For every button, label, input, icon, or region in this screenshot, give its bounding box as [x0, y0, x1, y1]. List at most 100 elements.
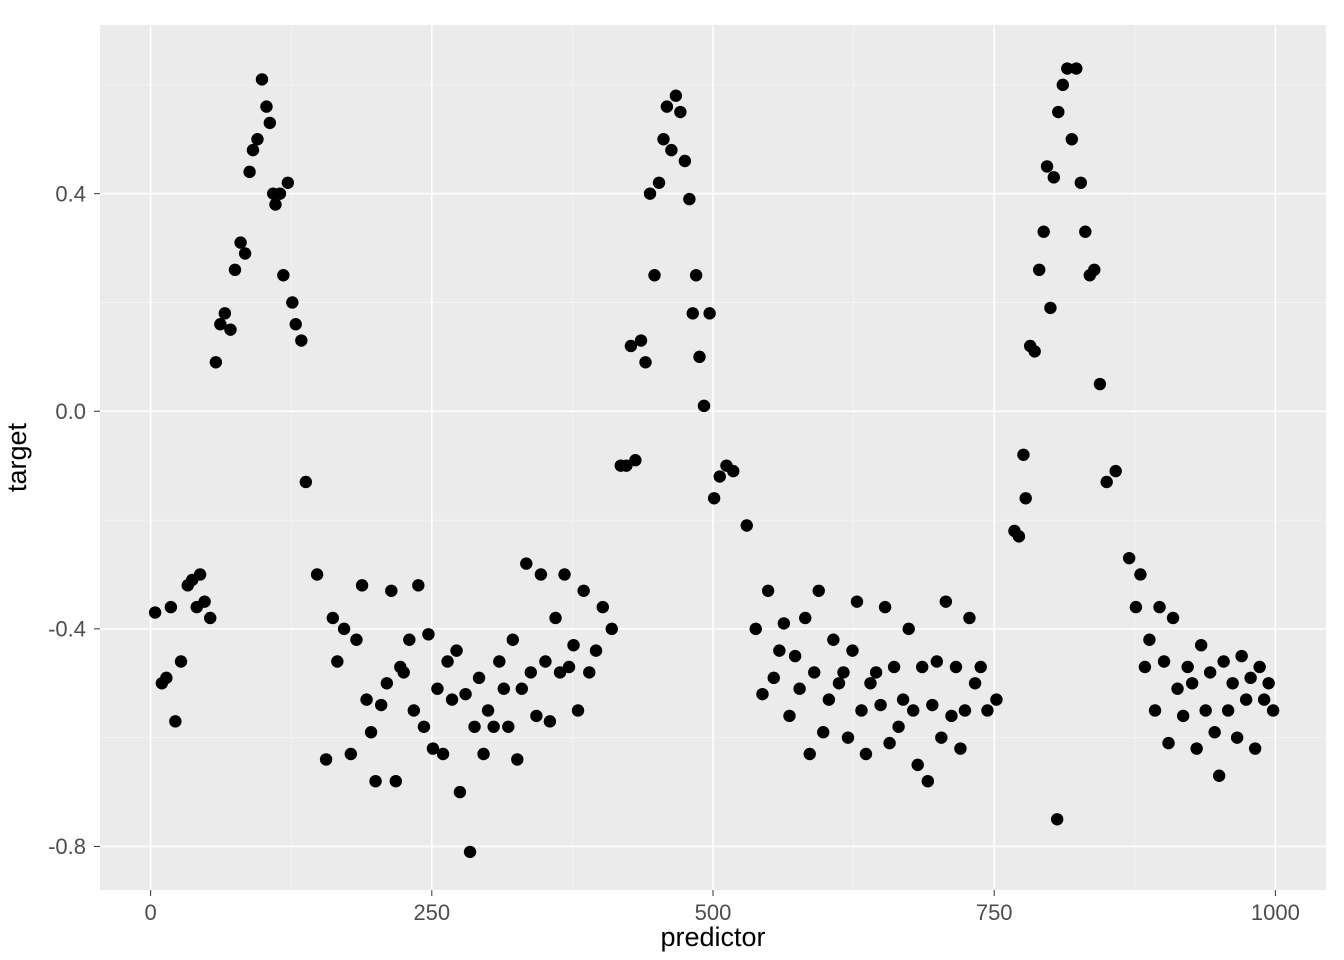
data-point: [597, 601, 609, 613]
data-point: [1134, 568, 1146, 580]
data-point: [827, 634, 839, 646]
data-point: [269, 198, 281, 210]
data-point: [1088, 264, 1100, 276]
data-point: [969, 677, 981, 689]
x-tick-label: 250: [413, 900, 450, 925]
data-point: [1109, 465, 1121, 477]
data-point: [741, 519, 753, 531]
x-tick-label: 1000: [1251, 900, 1300, 925]
data-point: [897, 693, 909, 705]
data-point: [1044, 302, 1056, 314]
data-point: [1019, 492, 1031, 504]
data-point: [687, 307, 699, 319]
data-point: [1139, 661, 1151, 673]
data-point: [1262, 677, 1274, 689]
data-point: [864, 677, 876, 689]
data-point: [842, 731, 854, 743]
data-point: [950, 661, 962, 673]
data-point: [204, 612, 216, 624]
data-point: [974, 661, 986, 673]
data-point: [498, 683, 510, 695]
data-point: [954, 742, 966, 754]
data-point: [1267, 704, 1279, 716]
x-tick-label: 0: [144, 900, 156, 925]
data-point: [264, 117, 276, 129]
data-point: [606, 623, 618, 635]
data-point: [572, 704, 584, 716]
data-point: [502, 721, 514, 733]
data-point: [981, 704, 993, 716]
data-point: [247, 144, 259, 156]
data-point: [837, 666, 849, 678]
data-point: [583, 666, 595, 678]
data-point: [450, 644, 462, 656]
data-point: [577, 585, 589, 597]
data-point: [762, 585, 774, 597]
data-point: [418, 721, 430, 733]
data-point: [670, 90, 682, 102]
data-point: [817, 726, 829, 738]
data-point: [468, 721, 480, 733]
data-point: [1094, 378, 1106, 390]
data-point: [567, 639, 579, 651]
data-point: [870, 666, 882, 678]
data-point: [922, 775, 934, 787]
data-point: [251, 133, 263, 145]
data-point: [1037, 226, 1049, 238]
data-point: [945, 710, 957, 722]
data-point: [1240, 693, 1252, 705]
data-point: [1162, 737, 1174, 749]
data-point: [990, 693, 1002, 705]
data-point: [639, 356, 651, 368]
data-point: [768, 672, 780, 684]
data-point: [482, 704, 494, 716]
data-point: [714, 470, 726, 482]
data-point: [1041, 160, 1053, 172]
data-point: [1235, 650, 1247, 662]
data-point: [338, 623, 350, 635]
data-point: [1199, 704, 1211, 716]
data-point: [431, 683, 443, 695]
data-point: [544, 715, 556, 727]
data-point: [1253, 661, 1265, 673]
data-point: [286, 296, 298, 308]
data-point: [539, 655, 551, 667]
data-point: [808, 666, 820, 678]
data-point: [437, 748, 449, 760]
data-point: [1244, 672, 1256, 684]
data-point: [1033, 264, 1045, 276]
data-point: [874, 699, 886, 711]
y-tick-label: -0.4: [48, 617, 86, 642]
data-point: [648, 269, 660, 281]
data-point: [1222, 704, 1234, 716]
data-point: [507, 634, 519, 646]
data-point: [959, 704, 971, 716]
data-point: [422, 628, 434, 640]
data-point: [703, 307, 715, 319]
data-point: [1190, 742, 1202, 754]
data-point: [165, 601, 177, 613]
data-point: [727, 465, 739, 477]
data-point: [1217, 655, 1229, 667]
data-point: [665, 144, 677, 156]
data-point: [149, 606, 161, 618]
data-point: [234, 236, 246, 248]
data-point: [282, 177, 294, 189]
data-point: [708, 492, 720, 504]
y-axis-label: target: [2, 422, 32, 492]
data-point: [530, 710, 542, 722]
data-point: [963, 612, 975, 624]
data-point: [290, 318, 302, 330]
data-point: [823, 693, 835, 705]
data-point: [320, 753, 332, 765]
data-point: [558, 568, 570, 580]
data-point: [520, 557, 532, 569]
data-point: [408, 704, 420, 716]
data-point: [454, 786, 466, 798]
data-point: [1051, 813, 1063, 825]
data-point: [198, 595, 210, 607]
data-point: [693, 351, 705, 363]
data-point: [1075, 177, 1087, 189]
data-point: [935, 731, 947, 743]
data-point: [653, 177, 665, 189]
